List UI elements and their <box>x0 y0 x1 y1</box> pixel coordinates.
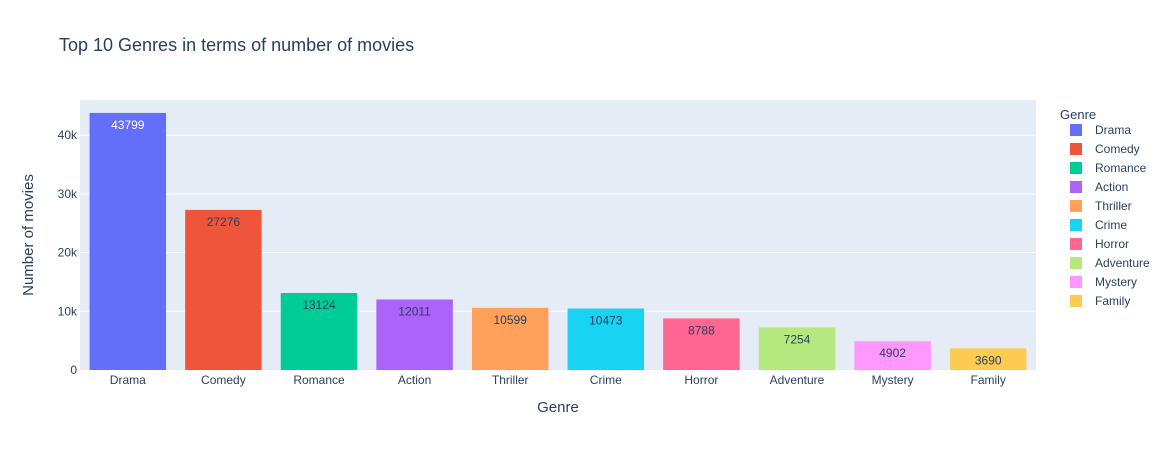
data-label-adventure: 7254 <box>784 332 811 346</box>
legend-label: Family <box>1095 294 1130 308</box>
legend-swatch <box>1070 200 1082 212</box>
data-label-family: 3690 <box>975 353 1002 367</box>
x-tick-label: Drama <box>110 373 146 387</box>
x-tick-label: Comedy <box>201 373 246 387</box>
legend-item-comedy[interactable]: Comedy <box>1070 142 1140 156</box>
x-tick-label: Horror <box>684 373 718 387</box>
data-label-comedy: 27276 <box>207 215 241 229</box>
legend-label: Crime <box>1095 218 1127 232</box>
legend-label: Thriller <box>1095 199 1132 213</box>
bar-action[interactable] <box>376 299 453 370</box>
legend-swatch <box>1070 181 1082 193</box>
x-tick-label: Action <box>398 373 431 387</box>
legend-item-horror[interactable]: Horror <box>1070 237 1129 251</box>
y-tick-label: 20k <box>58 246 78 260</box>
bar-adventure[interactable] <box>758 327 836 370</box>
legend-item-crime[interactable]: Crime <box>1070 218 1127 232</box>
bar-drama[interactable] <box>89 112 167 370</box>
legend-label: Mystery <box>1095 275 1137 289</box>
legend-swatch <box>1070 295 1082 307</box>
bar-romance[interactable] <box>280 292 358 370</box>
x-tick-label: Family <box>971 373 1006 387</box>
data-label-mystery: 4902 <box>879 346 906 360</box>
legend-label: Drama <box>1095 123 1131 137</box>
bar-crime[interactable] <box>567 308 645 370</box>
legend-title: Genre <box>1060 107 1096 122</box>
data-labels: 43799 27276 13124 12011 10599 10473 8788 7254 49… <box>111 118 1002 367</box>
legend-swatch <box>1070 276 1082 288</box>
data-label-romance: 13124 <box>302 298 336 312</box>
data-label-horror: 8788 <box>688 323 715 337</box>
bars <box>89 112 1027 370</box>
legend-swatch <box>1070 162 1082 174</box>
y-axis-title: Number of movies <box>20 174 37 296</box>
legend-label: Comedy <box>1095 142 1140 156</box>
legend-swatch <box>1070 143 1082 155</box>
data-label-crime: 10473 <box>589 314 623 328</box>
data-label-action: 12011 <box>398 305 431 319</box>
y-tick-label: 40k <box>58 128 78 142</box>
x-tick-label: Romance <box>293 373 345 387</box>
legend-label: Romance <box>1095 161 1147 175</box>
y-tick-label: 10k <box>58 304 78 318</box>
x-tick-label: Adventure <box>770 373 825 387</box>
data-label-thriller: 10599 <box>494 313 528 327</box>
legend-item-drama[interactable]: Drama <box>1070 123 1131 137</box>
x-tick-label: Mystery <box>872 373 914 387</box>
legend-swatch <box>1070 219 1082 231</box>
legend-swatch <box>1070 238 1082 250</box>
bar-comedy[interactable] <box>185 209 262 370</box>
x-axis-ticks: Drama Comedy Romance Action Thriller Crime Hor… <box>110 373 1006 387</box>
legend-swatch <box>1070 124 1082 136</box>
y-tick-label: 30k <box>58 187 78 201</box>
x-axis-title: Genre <box>537 399 579 416</box>
bar-thriller[interactable] <box>471 307 549 370</box>
legend-item-mystery[interactable]: Mystery <box>1070 275 1137 289</box>
bar-mystery[interactable] <box>854 341 931 370</box>
chart-title: Top 10 Genres in terms of number of movi… <box>59 35 414 55</box>
legend-swatch <box>1070 257 1082 269</box>
legend-item-action[interactable]: Action <box>1070 180 1128 194</box>
y-tick-label: 0 <box>70 363 77 377</box>
legend-item-adventure[interactable]: Adventure <box>1070 256 1150 270</box>
y-axis-ticks: 0 10k 20k 30k 40k <box>58 128 78 377</box>
bar-family[interactable] <box>949 348 1027 370</box>
legend-item-family[interactable]: Family <box>1070 294 1130 308</box>
legend-label: Adventure <box>1095 256 1150 270</box>
legend-item-thriller[interactable]: Thriller <box>1070 199 1132 213</box>
x-tick-label: Crime <box>590 373 622 387</box>
x-tick-label: Thriller <box>492 373 529 387</box>
legend-label: Action <box>1095 180 1128 194</box>
bar-horror[interactable] <box>663 318 740 370</box>
legend[interactable]: Genre Drama Comedy Romance Action Thriller Cr… <box>1060 107 1150 308</box>
legend-item-romance[interactable]: Romance <box>1070 161 1147 175</box>
data-label-drama: 43799 <box>111 118 145 132</box>
legend-label: Horror <box>1095 237 1129 251</box>
